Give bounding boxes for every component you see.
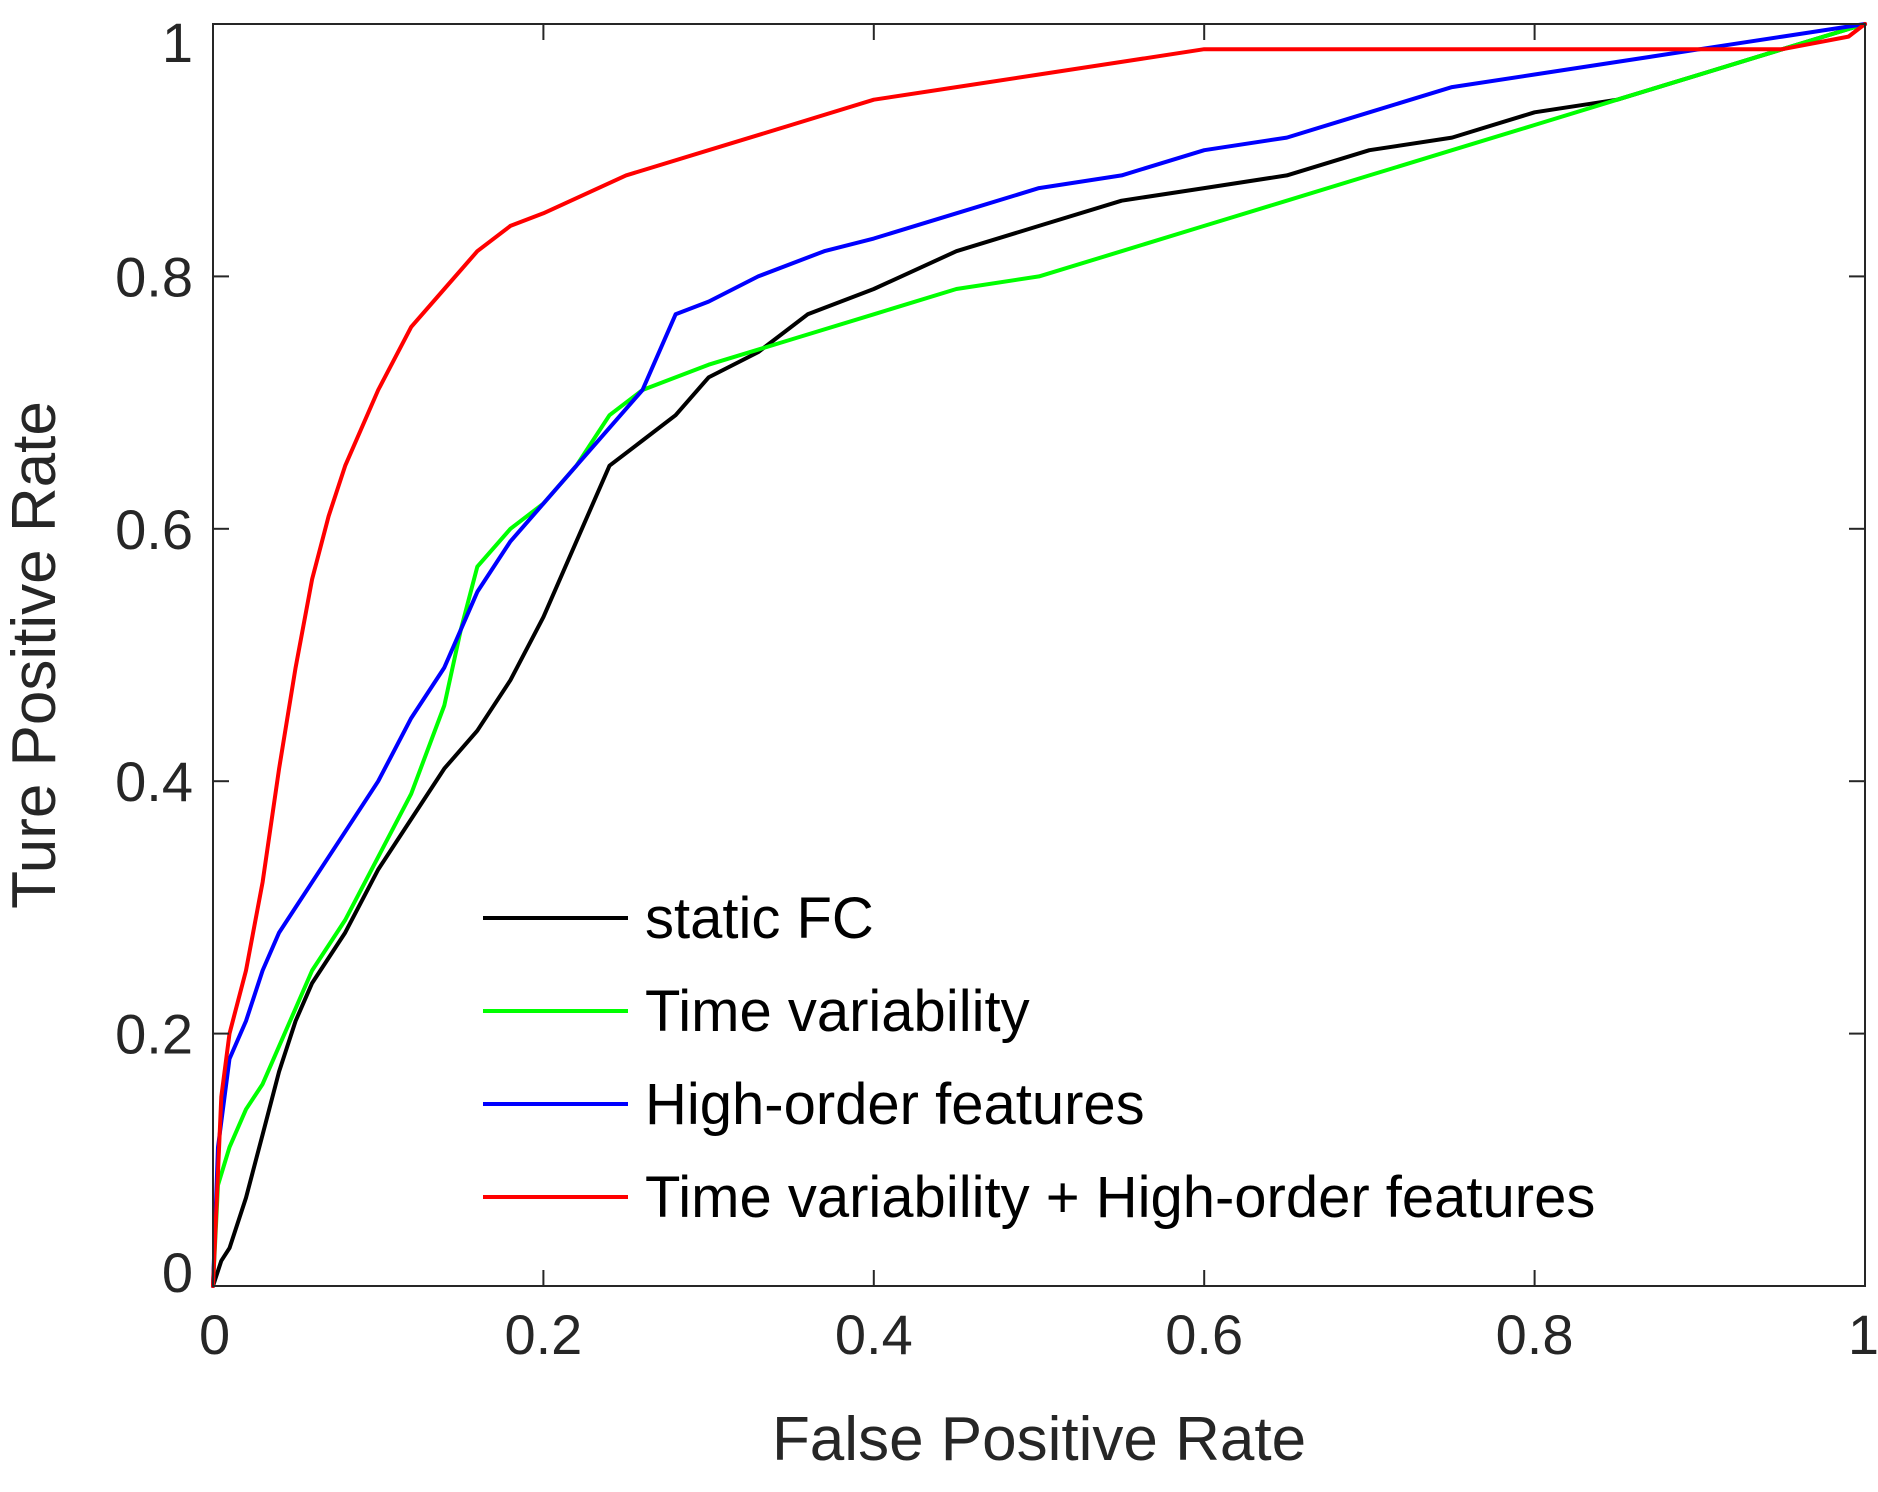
series-line-4 <box>211 22 1867 1288</box>
legend-label-3: High-order features <box>645 1072 1145 1137</box>
x-axis-title: False Positive Rate <box>772 1405 1306 1474</box>
y-tick-label: 0.2 <box>115 1003 193 1066</box>
x-tick-label: 0.8 <box>1496 1303 1574 1366</box>
y-tick-label: 0 <box>162 1241 193 1304</box>
x-tick-label: 0.4 <box>835 1303 913 1366</box>
plot-frame <box>212 23 1866 1287</box>
x-tick-label: 1 <box>1848 1303 1878 1366</box>
legend-label-1: static FC <box>645 886 874 951</box>
legend-label-2: Time variability <box>645 979 1030 1044</box>
x-tick-label: 0.6 <box>1165 1303 1243 1366</box>
series-layer <box>211 22 1867 1288</box>
y-axis-title: Ture Positive Rate <box>0 401 69 909</box>
tick-layer: 0 0.2 0.4 0.6 0.8 1 0 0.2 0.4 0.6 0.8 1 <box>115 11 1878 1366</box>
y-tick-label: 1 <box>162 11 193 74</box>
y-tick-label: 0.6 <box>115 498 193 561</box>
x-tick-label: 0.2 <box>504 1303 582 1366</box>
y-tick-label: 0.8 <box>115 245 193 308</box>
legend: static FC Time variability High-order feat… <box>483 886 1595 1230</box>
legend-label-4: Time variability + High-order features <box>645 1165 1595 1230</box>
series-line-1 <box>211 22 1867 1288</box>
series-line-2 <box>211 22 1867 1288</box>
x-tick-label: 0 <box>199 1303 230 1366</box>
series-line-3 <box>211 22 1867 1288</box>
y-tick-label: 0.4 <box>115 750 193 813</box>
